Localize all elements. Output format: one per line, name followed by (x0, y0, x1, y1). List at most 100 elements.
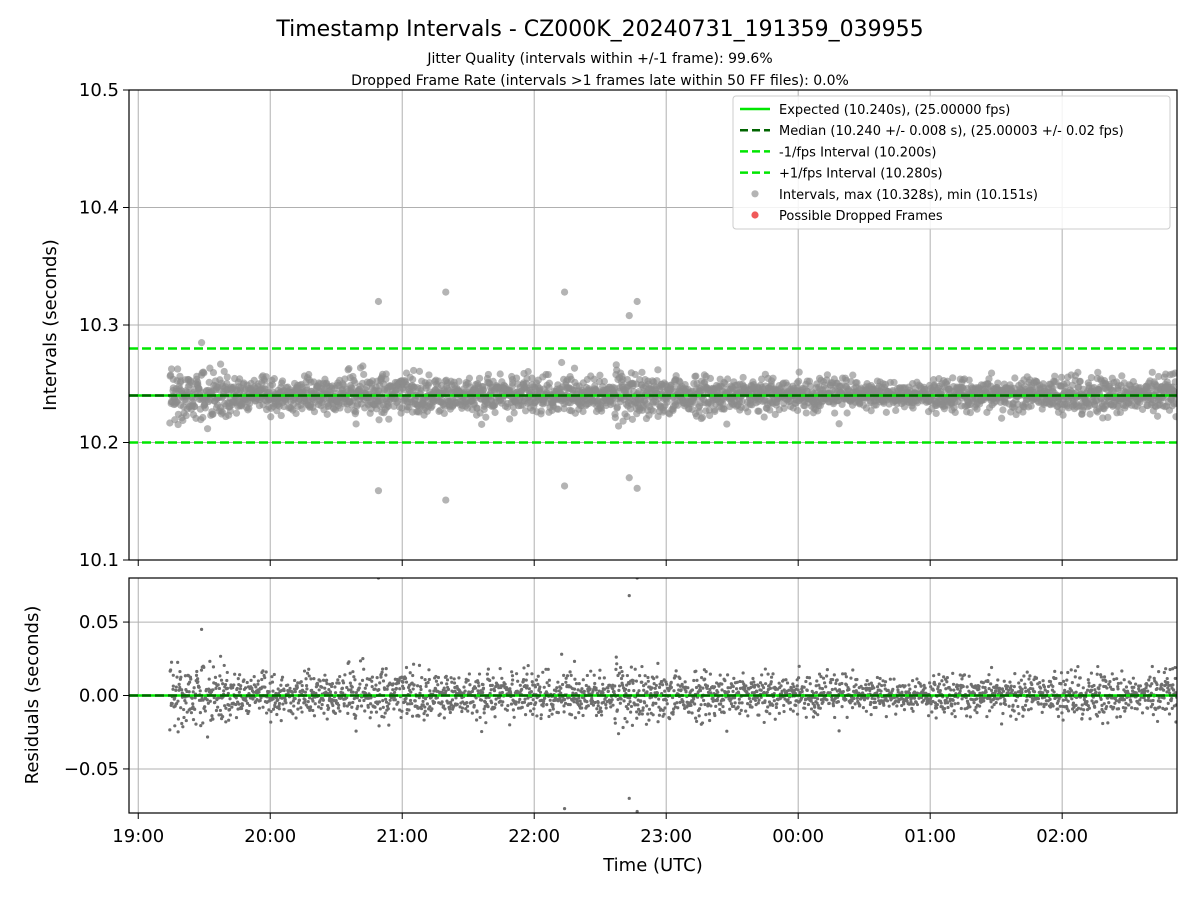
residual-point (644, 674, 647, 677)
residual-point (387, 702, 390, 705)
residual-point (371, 676, 374, 679)
residual-point (242, 678, 245, 681)
interval-point (664, 398, 671, 405)
residual-point (578, 682, 581, 685)
residual-point (910, 707, 913, 710)
residual-point (784, 678, 787, 681)
residual-point (482, 687, 485, 690)
residual-point (815, 679, 818, 682)
residual-point (480, 730, 483, 733)
residual-point (711, 697, 714, 700)
residual-point (195, 670, 198, 673)
residual-point (632, 679, 635, 682)
residual-point (413, 683, 416, 686)
interval-point (724, 375, 731, 382)
residual-point (175, 675, 178, 678)
residual-point (829, 691, 832, 694)
residual-point (703, 677, 706, 680)
residual-point (531, 713, 534, 716)
residual-point (181, 725, 184, 728)
residual-point (493, 715, 496, 718)
residual-point (430, 707, 433, 710)
residual-point (414, 699, 417, 702)
residual-point (258, 707, 261, 710)
residual-point (239, 687, 242, 690)
residual-point (500, 704, 503, 707)
residual-point (343, 704, 346, 707)
residual-point (189, 677, 192, 680)
residual-point (693, 702, 696, 705)
residual-point (235, 696, 238, 699)
interval-point (803, 409, 810, 416)
residual-point (634, 668, 637, 671)
residual-point (333, 685, 336, 688)
residual-point (292, 704, 295, 707)
residual-point (298, 698, 301, 701)
residual-point (773, 699, 776, 702)
residual-point (528, 687, 531, 690)
residual-point (192, 690, 195, 693)
residual-point (620, 677, 623, 680)
residual-point (577, 711, 580, 714)
residual-point (574, 716, 577, 719)
residual-point (424, 678, 427, 681)
interval-point (1094, 369, 1101, 376)
interval-point (269, 381, 276, 388)
residual-point (219, 655, 222, 658)
residual-point (638, 710, 641, 713)
y-tick-label: −0.05 (64, 759, 119, 780)
residual-point (201, 721, 204, 724)
interval-point (707, 375, 714, 382)
residual-point (208, 660, 211, 663)
residual-point (580, 706, 583, 709)
interval-point (174, 365, 181, 372)
residual-point (241, 704, 244, 707)
residual-point (690, 711, 693, 714)
residual-point (601, 683, 604, 686)
interval-point (1149, 369, 1156, 376)
residual-point (600, 710, 603, 713)
residual-point (691, 688, 694, 691)
residual-point (840, 682, 843, 685)
residual-point (771, 704, 774, 707)
residual-point (198, 686, 201, 689)
residual-point (716, 691, 719, 694)
residual-point (824, 685, 827, 688)
residual-point (380, 671, 383, 674)
residual-point (763, 721, 766, 724)
residual-point (833, 673, 836, 676)
residual-point (311, 699, 314, 702)
residual-point (789, 708, 792, 711)
residual-point (641, 712, 644, 715)
residual-point (832, 704, 835, 707)
interval-point (385, 416, 392, 423)
interval-outlier-point (561, 289, 568, 296)
residual-point (370, 711, 373, 714)
residual-point (501, 691, 504, 694)
residual-point (398, 687, 401, 690)
residual-point (625, 720, 628, 723)
interval-point (209, 411, 216, 418)
residual-point (755, 690, 758, 693)
residual-point (176, 661, 179, 664)
residual-point (407, 708, 410, 711)
residual-point (493, 689, 496, 692)
residual-point (611, 687, 614, 690)
residual-point (719, 674, 722, 677)
residual-point (768, 712, 771, 715)
residual-point (227, 719, 230, 722)
residual-point (604, 703, 607, 706)
residual-point (179, 706, 182, 709)
residual-point (708, 719, 711, 722)
residual-point (213, 701, 216, 704)
residual-point (410, 702, 413, 705)
interval-point (831, 409, 838, 416)
residual-point (322, 699, 325, 702)
residual-point (474, 687, 477, 690)
interval-point (1074, 369, 1081, 376)
residual-point (214, 676, 217, 679)
interval-point (513, 374, 520, 381)
residual-point (281, 702, 284, 705)
residual-point (309, 677, 312, 680)
residual-point (644, 682, 647, 685)
